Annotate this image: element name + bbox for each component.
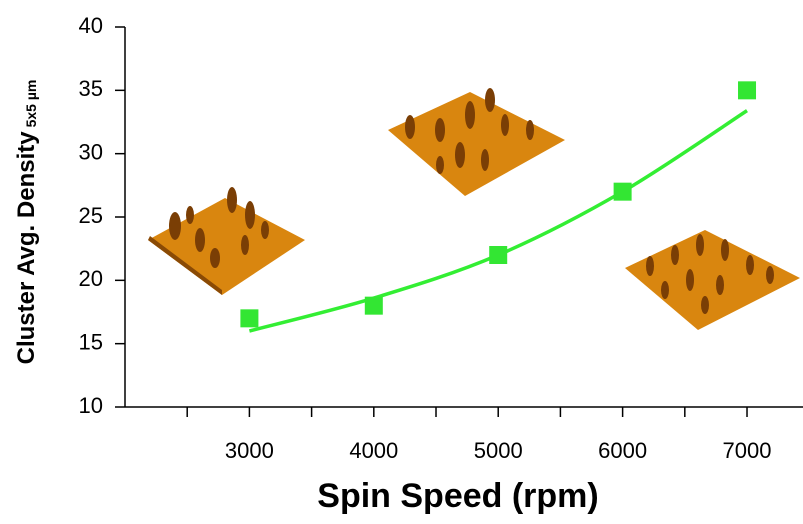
y-tick-label: 30 <box>79 139 103 164</box>
x-axis-title: Spin Speed (rpm) <box>317 477 598 515</box>
y-tick-label: 10 <box>79 393 103 418</box>
y-tick-label: 15 <box>79 329 103 354</box>
y-tick-label: 25 <box>79 203 103 228</box>
marker <box>614 183 632 201</box>
x-tick-label: 5000 <box>474 438 523 463</box>
marker <box>365 297 383 315</box>
y-axis-title: Cluster Avg. Density 5x5 µm <box>13 80 40 365</box>
chart: Spin Speed (rpm) Cluster Avg. Density 5x5… <box>0 0 803 524</box>
x-tick-label: 4000 <box>349 438 398 463</box>
y-tick-label: 35 <box>79 76 103 101</box>
y-axis-title-main: Cluster Avg. Density <box>13 131 40 365</box>
afm-image <box>388 88 565 196</box>
y-tick-label: 40 <box>79 13 103 38</box>
x-tick-label: 3000 <box>225 438 274 463</box>
marker <box>489 246 507 264</box>
marker <box>240 309 258 327</box>
afm-image <box>625 230 800 330</box>
y-tick-label: 20 <box>79 266 103 291</box>
afm-image <box>148 187 305 295</box>
y-axis-title-subscript: 5x5 µm <box>23 80 39 128</box>
marker <box>738 81 756 99</box>
x-tick-label: 7000 <box>723 438 772 463</box>
x-tick-label: 6000 <box>598 438 647 463</box>
